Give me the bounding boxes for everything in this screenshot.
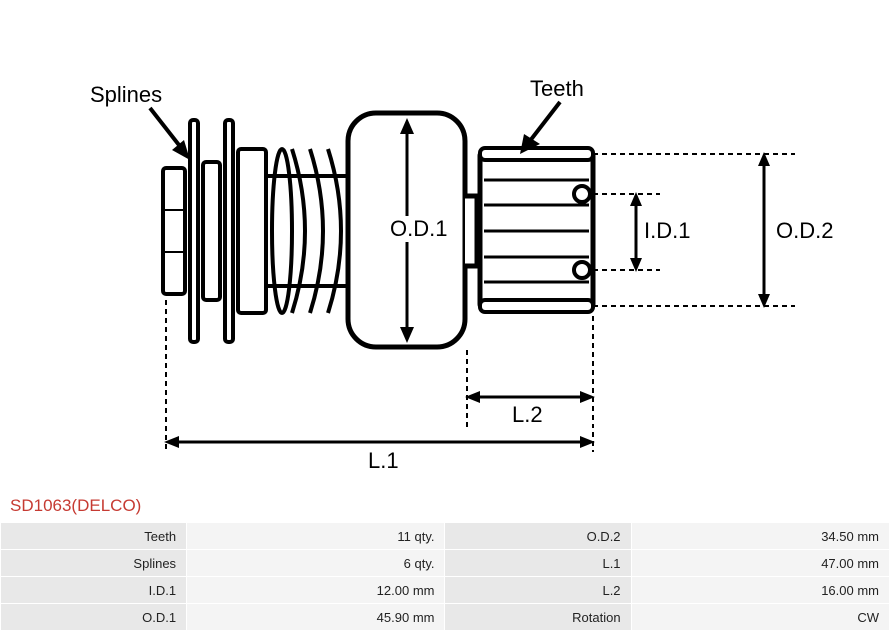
spec-value: 16.00 mm <box>631 576 889 603</box>
label-od1: O.D.1 <box>388 216 449 242</box>
table-row: Splines6 qty.L.147.00 mm <box>0 549 889 576</box>
label-l2: L.2 <box>512 402 543 428</box>
spec-key: L.1 <box>444 549 630 576</box>
spec-key: O.D.2 <box>444 522 630 549</box>
table-row: Teeth11 qty.O.D.234.50 mm <box>0 522 889 549</box>
spec-table: Teeth11 qty.O.D.234.50 mmSplines6 qty.L.… <box>0 522 889 630</box>
spec-value: 12.00 mm <box>186 576 444 603</box>
label-splines: Splines <box>90 82 162 108</box>
label-id1: I.D.1 <box>644 218 690 244</box>
product-title: SD1063(DELCO) <box>0 490 889 522</box>
label-od2: O.D.2 <box>776 218 833 244</box>
label-teeth: Teeth <box>530 76 584 102</box>
spec-value: 45.90 mm <box>186 603 444 630</box>
spec-key: O.D.1 <box>0 603 186 630</box>
technical-diagram: Splines Teeth O.D.1 I.D.1 O.D.2 L.2 L.1 <box>0 0 889 490</box>
table-row: I.D.112.00 mmL.216.00 mm <box>0 576 889 603</box>
spec-key: Rotation <box>444 603 630 630</box>
spec-value: 6 qty. <box>186 549 444 576</box>
spec-value: 11 qty. <box>186 522 444 549</box>
spec-key: L.2 <box>444 576 630 603</box>
label-l1: L.1 <box>368 448 399 474</box>
spec-key: Teeth <box>0 522 186 549</box>
spec-key: Splines <box>0 549 186 576</box>
table-row: O.D.145.90 mmRotationCW <box>0 603 889 630</box>
spec-value: 34.50 mm <box>631 522 889 549</box>
diagram-svg <box>0 0 889 490</box>
spec-value: 47.00 mm <box>631 549 889 576</box>
spec-key: I.D.1 <box>0 576 186 603</box>
spec-value: CW <box>631 603 889 630</box>
